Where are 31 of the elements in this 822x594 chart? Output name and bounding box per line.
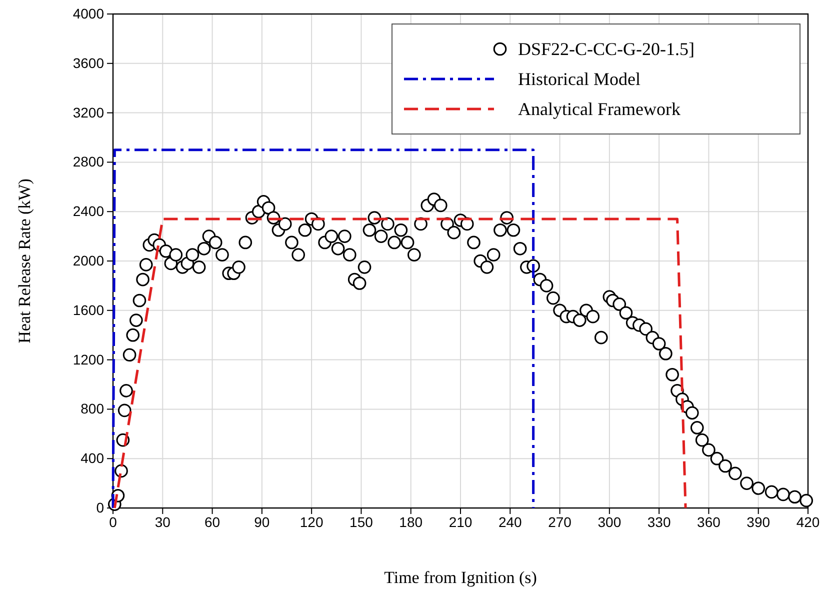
y-tick-label: 2400 bbox=[72, 203, 104, 220]
x-tick-label: 150 bbox=[350, 514, 374, 530]
y-tick-label: 400 bbox=[80, 450, 104, 466]
x-tick-label: 90 bbox=[254, 514, 270, 530]
x-tick-label: 210 bbox=[448, 514, 472, 530]
y-tick-label: 0 bbox=[96, 499, 104, 516]
x-tick-label: 0 bbox=[109, 514, 118, 530]
x-tick-label: 270 bbox=[548, 514, 572, 530]
legend-label: Historical Model bbox=[518, 69, 640, 89]
y-tick-label: 1600 bbox=[72, 302, 104, 318]
x-tick-label: 180 bbox=[399, 514, 423, 530]
legend-label: Analytical Framework bbox=[518, 99, 680, 119]
y-axis-title: Heat Release Rate (kW) bbox=[15, 178, 34, 344]
y-tick-label: 800 bbox=[80, 400, 104, 417]
x-tick-label: 360 bbox=[697, 514, 721, 530]
x-tick-label: 390 bbox=[746, 514, 770, 530]
y-tick-label: 2000 bbox=[72, 252, 104, 268]
x-axis-title: Time from Ignition (s) bbox=[384, 568, 537, 587]
x-tick-label: 240 bbox=[498, 514, 522, 530]
x-tick-label: 420 bbox=[796, 514, 820, 530]
y-tick-label: 1200 bbox=[72, 351, 104, 368]
x-tick-label: 30 bbox=[154, 514, 171, 530]
y-tick-label: 3600 bbox=[72, 54, 104, 71]
y-tick-label: 4000 bbox=[72, 5, 104, 22]
y-tick-label: 2800 bbox=[72, 154, 104, 170]
x-tick-label: 120 bbox=[300, 514, 324, 530]
x-tick-label: 330 bbox=[647, 514, 671, 530]
x-tick-label: 60 bbox=[204, 514, 220, 530]
legend-label: DSF22-C-CC-G-20-1.5] bbox=[518, 39, 695, 59]
y-tick-label: 3200 bbox=[72, 104, 104, 120]
x-tick-label: 300 bbox=[598, 514, 622, 530]
